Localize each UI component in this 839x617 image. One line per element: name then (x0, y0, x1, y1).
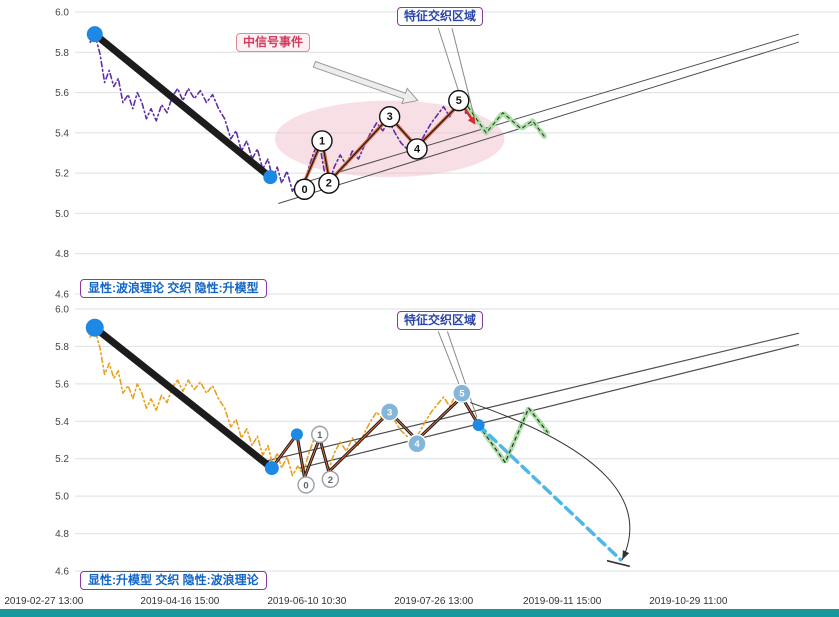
wave-number-circle (407, 434, 427, 454)
badge-pointer-line (437, 27, 461, 97)
wave-number-circle (379, 402, 400, 422)
y-tick-label: 6.0 (55, 8, 69, 19)
y-tick-label: 6.0 (55, 305, 69, 316)
x-tick-label: 2019-10-29 11:00 (649, 596, 728, 607)
y-tick-label: 5.8 (55, 342, 69, 353)
wave-number-circle (311, 425, 329, 444)
price-line (89, 33, 468, 193)
breakout-arrow (463, 108, 476, 125)
wave-number-label: 4 (414, 439, 420, 450)
wave-number-label: 4 (414, 143, 421, 155)
wave-number-circle (452, 383, 472, 403)
x-tick-label: 2019-02-27 13:00 (4, 596, 84, 607)
wave-number-label: 2 (328, 475, 333, 486)
wave-number-circle (378, 106, 401, 128)
anchor-decline-line (91, 324, 276, 472)
rise-model-chart-bottom: 4.6 4.8 5.0 5.2 5.4 5.6 5.8 6.0 0 1 2 3 4 5 (55, 305, 839, 578)
wave-number-circle (448, 89, 470, 112)
y-tick-label: 5.4 (55, 417, 69, 428)
wave-number-circle (321, 470, 340, 489)
badge-pointer-line (451, 27, 474, 113)
bottom-edge-bar (0, 609, 839, 617)
wave-anchor-dot (290, 428, 303, 441)
y-tick-label: 5.2 (55, 169, 69, 180)
wave-anchor-dot (472, 419, 485, 432)
wave-theory-chart-top: 4.6 4.8 5.0 5.2 5.4 5.6 5.8 6.0 0 1 2 3 4 5 (55, 8, 839, 301)
x-tick-label: 2019-09-11 15:00 (523, 596, 602, 607)
event-pointer-arrow (312, 60, 419, 105)
wave-anchor-dot (263, 170, 278, 185)
y-tick-label: 5.8 (55, 48, 69, 59)
x-tick-label: 2019-06-10 10:30 (267, 596, 347, 607)
correction-wave-line-overlay (467, 106, 547, 140)
y-tick-label: 5.0 (55, 492, 69, 503)
x-axis-labels: 2019-02-27 13:00 2019-04-16 15:00 2019-06-… (0, 596, 839, 609)
trend-line-upper (294, 33, 799, 186)
projection-curve-arrow (470, 402, 631, 560)
wave-number-label: 3 (387, 407, 392, 418)
trend-line-lower (299, 343, 800, 469)
wave-number-label: 3 (387, 111, 393, 123)
x-tick-label: 2019-04-16 15:00 (140, 596, 220, 607)
y-tick-label: 5.4 (55, 128, 69, 139)
signal-region-ellipse (274, 100, 505, 178)
wave-number-label: 0 (301, 184, 307, 196)
target-end-tick (606, 559, 630, 568)
price-line (89, 328, 468, 477)
y-tick-label: 4.8 (55, 529, 69, 540)
y-tick-label: 5.0 (55, 209, 69, 220)
y-tick-label: 5.6 (55, 379, 69, 390)
x-tick-label: 2019-07-26 13:00 (394, 596, 474, 607)
wave-anchor-dot (86, 26, 103, 43)
y-tick-label: 4.6 (55, 290, 69, 301)
badge-pointer-line (437, 331, 463, 392)
wave-number-label: 1 (319, 135, 325, 147)
wave-number-label: 5 (459, 389, 465, 400)
projection-decline-line (476, 423, 623, 562)
y-tick-label: 4.6 (55, 567, 69, 578)
wave-number-circle (311, 130, 333, 152)
wave-number-circle (297, 476, 315, 494)
wave-number-label: 2 (326, 178, 332, 190)
wave-number-circle (293, 178, 316, 200)
trend-line-upper (267, 332, 800, 462)
wave-number-circle (318, 172, 340, 194)
feature-region-badge-top: 特征交织区域 (397, 7, 484, 26)
chart-caption-top: 显性:波浪理论 交织 隐性:升模型 (80, 279, 267, 298)
wave-number-label: 5 (456, 95, 462, 107)
y-tick-label: 4.8 (55, 249, 69, 260)
wave-number-label: 0 (303, 480, 308, 491)
feature-region-badge-bottom: 特征交织区域 (397, 311, 484, 330)
wave-anchor-dot (264, 461, 279, 476)
projection-curve-arrowhead (622, 550, 630, 560)
signal-event-badge: 中信号事件 (236, 33, 311, 52)
wave-number-circle (406, 138, 428, 160)
wave-number-label: 1 (317, 430, 323, 441)
wave-anchor-dot (85, 318, 104, 337)
y-tick-label: 5.2 (55, 454, 69, 465)
correction-wave-line-overlay (478, 407, 549, 464)
anchor-decline-line (91, 30, 274, 181)
chart-caption-bottom: 显性:升模型 交织 隐性:波浪理论 (80, 571, 267, 590)
y-tick-label: 5.6 (55, 88, 69, 99)
trend-line-lower (278, 41, 799, 204)
